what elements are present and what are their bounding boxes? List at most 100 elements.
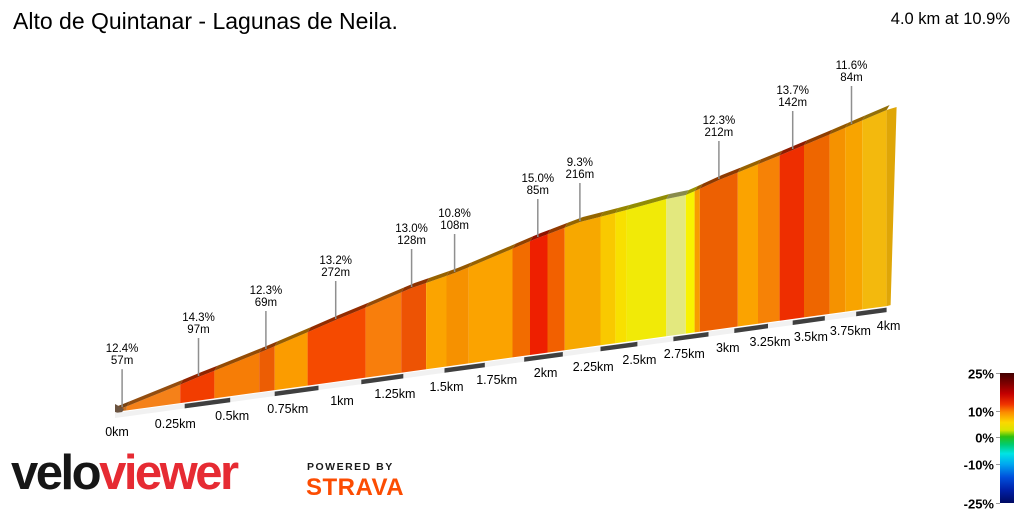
gradient-band — [600, 212, 616, 346]
gradient-band — [804, 134, 830, 318]
segment-length: 57m — [110, 354, 134, 367]
profile-top-ridge — [126, 379, 184, 407]
gradient-band — [699, 172, 738, 332]
profile-top-ridge — [758, 150, 783, 165]
segment-annotation: 12.3% 69m — [249, 285, 283, 309]
gradient-band — [214, 352, 260, 399]
legend-tick — [996, 436, 1000, 438]
gradient-band — [446, 267, 469, 367]
legend-tick — [996, 410, 1000, 412]
profile-top-ridge — [214, 347, 263, 371]
segment-gradient: 13.7% — [776, 85, 809, 97]
segment-gradient: 14.3% — [182, 312, 215, 324]
axis-dash — [274, 385, 319, 397]
segment-annotation: 12.4% 57m — [106, 344, 139, 367]
segment-annotation: 13.7% 142m — [776, 85, 809, 109]
segment-annotation: 14.3% 97m — [182, 312, 215, 336]
segment-gradient: 12.4% — [105, 343, 139, 356]
x-axis-label: 1.75km — [476, 372, 518, 387]
segment-gradient: 10.8% — [438, 208, 471, 220]
x-axis-label: 0km — [105, 425, 129, 439]
segment-gradient: 11.6% — [835, 60, 868, 72]
x-axis-label: 1km — [330, 394, 354, 409]
x-axis-label: 3.75km — [829, 324, 871, 339]
profile-start-cap — [115, 404, 124, 414]
profile-top-ridge — [365, 287, 405, 308]
gradient-band — [259, 346, 275, 393]
segment-annotation: 11.6% 84m — [835, 60, 868, 84]
axis-dash — [361, 373, 404, 385]
axis-dash — [184, 397, 231, 409]
gradient-band — [829, 127, 846, 314]
axis-dash — [856, 307, 887, 317]
x-axis-label: 2.5km — [622, 353, 657, 368]
legend-label: 10% — [967, 404, 994, 420]
segment-length: 212m — [704, 126, 734, 139]
segment-length: 142m — [778, 96, 808, 109]
axis-dash — [600, 341, 638, 352]
profile-top-ridge — [685, 186, 698, 195]
gradient-band — [564, 216, 601, 351]
profile-top-ridge — [615, 205, 630, 213]
segment-gradient: 12.3% — [702, 115, 736, 127]
profile-top-ridge — [426, 270, 450, 283]
profile-top-ridge — [862, 105, 890, 121]
strava-logo: STRAVA — [306, 474, 405, 501]
gradient-band — [274, 332, 308, 391]
segment-length: 128m — [397, 234, 426, 247]
profile-top-ridge — [259, 341, 278, 353]
veloviewer-logo: veloviewer — [11, 446, 239, 500]
segment-annotation: 12.3% 212m — [702, 115, 736, 139]
profile-top-ridge — [274, 327, 311, 347]
gradient-band — [512, 241, 530, 358]
x-axis-label: 0.75km — [267, 401, 309, 416]
axis-dash — [792, 316, 825, 325]
gradient-colorbar — [1000, 373, 1014, 503]
legend-label: -25% — [963, 496, 994, 512]
gradient-band — [365, 292, 402, 378]
profile-top-ridge — [401, 278, 430, 293]
gradient-band — [401, 283, 427, 373]
x-axis-label: 3km — [715, 341, 740, 356]
profile-top-ridge — [699, 167, 741, 189]
gradient-band — [426, 275, 447, 370]
gradient-band — [685, 191, 695, 334]
legend-label: 25% — [967, 366, 994, 382]
axis-dash — [524, 352, 563, 362]
gradient-band — [845, 120, 863, 312]
axis-dash — [673, 332, 709, 342]
segment-length: 85m — [526, 184, 549, 197]
segment-annotation: 10.8% 108m — [438, 208, 471, 232]
veloviewer-logo-viewer: viewer — [99, 446, 239, 500]
x-axis-label: 0.25km — [154, 417, 196, 431]
gradient-band — [180, 370, 215, 404]
segment-length: 216m — [565, 168, 595, 181]
x-axis-label: 2.25km — [572, 359, 614, 374]
profile-top-ridge — [564, 211, 604, 228]
segment-gradient: 12.3% — [249, 285, 283, 297]
legend-label: -10% — [963, 457, 994, 473]
x-axis-label: 1.25km — [374, 386, 416, 401]
segment-length: 84m — [840, 71, 863, 84]
profile-top-ridge — [446, 262, 472, 276]
gradient-band — [468, 248, 513, 364]
gradient-band — [779, 145, 804, 321]
gradient-band — [666, 195, 686, 337]
profile-top-ridge — [600, 207, 619, 217]
legend-tick — [996, 503, 1000, 504]
powered-by-label: POWERED BY — [307, 461, 394, 473]
gradient-band — [547, 227, 565, 353]
gradient-band — [758, 155, 780, 324]
profile-top-ridge — [512, 236, 533, 249]
segment-length: 108m — [440, 219, 469, 232]
gradient-band — [126, 384, 181, 411]
profile-top-ridge — [737, 159, 761, 173]
profile-top-ridge — [307, 302, 369, 333]
x-axis-label: 2km — [533, 366, 558, 381]
profile-top-ridge — [547, 222, 568, 235]
segment-gradient: 9.3% — [566, 157, 593, 169]
gradient-band — [694, 188, 700, 333]
profile-top-ridge — [530, 229, 551, 242]
axis-dash — [734, 323, 768, 333]
